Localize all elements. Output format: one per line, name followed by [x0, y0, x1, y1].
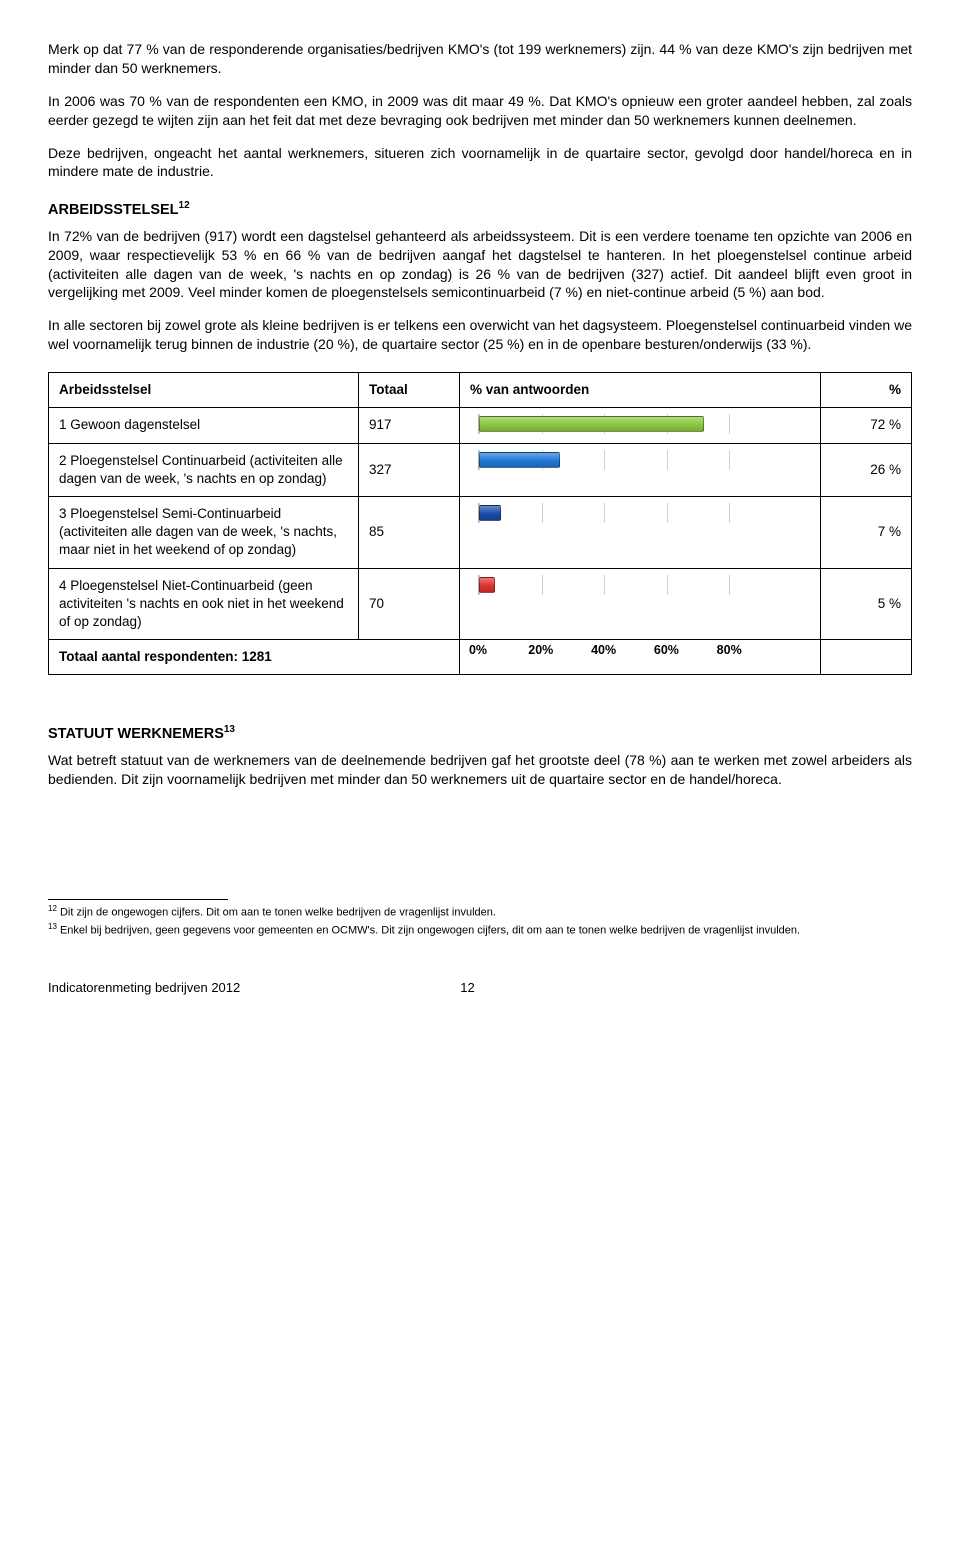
table-header-row: Arbeidsstelsel Totaal % van antwoorden %	[49, 373, 912, 408]
col-header-pct-chart: % van antwoorden	[460, 373, 821, 408]
section-title-statuut: STATUUT WERKNEMERS13	[48, 723, 912, 744]
row-pct: 26 %	[821, 443, 912, 496]
paragraph: Deze bedrijven, ongeacht het aantal werk…	[48, 144, 912, 182]
axis-cell: 0% 20% 40% 60% 80%	[460, 640, 821, 675]
footnote-13: 13 Enkel bij bedrijven, geen gegevens vo…	[48, 922, 912, 939]
table-row: 1 Gewoon dagenstelsel917 72 %	[49, 408, 912, 443]
row-label: 1 Gewoon dagenstelsel	[49, 408, 359, 443]
footer-title: Indicatorenmeting bedrijven 2012	[48, 979, 240, 997]
footnote-ref: 13	[224, 724, 235, 735]
row-bar	[479, 577, 495, 593]
paragraph: Wat betreft statuut van de werknemers va…	[48, 751, 912, 789]
paragraph: In 2006 was 70 % van de respondenten een…	[48, 92, 912, 130]
row-label: 2 Ploegenstelsel Continuarbeid (activite…	[49, 443, 359, 496]
row-totaal: 70	[359, 568, 460, 640]
col-header-totaal: Totaal	[359, 373, 460, 408]
row-bar	[479, 452, 560, 468]
row-pct: 5 %	[821, 568, 912, 640]
axis-tick-label: 80%	[717, 642, 742, 659]
footnotes: 12 Dit zijn de ongewogen cijfers. Dit om…	[48, 899, 912, 939]
footnote-text: Dit zijn de ongewogen cijfers. Dit om aa…	[60, 906, 496, 918]
summary-empty	[821, 640, 912, 675]
table-row: 4 Ploegenstelsel Niet-Continuarbeid (gee…	[49, 568, 912, 640]
axis-tick-label: 20%	[528, 642, 553, 659]
footnote-text: Enkel bij bedrijven, geen gegevens voor …	[60, 925, 800, 937]
row-bar-cell	[460, 496, 821, 568]
row-bar-cell	[460, 408, 821, 443]
footnote-rule	[48, 899, 228, 900]
axis-tick-label: 40%	[591, 642, 616, 659]
section-title-arbeidsstelsel: ARBEIDSSTELSEL12	[48, 199, 912, 220]
arbeidsstelsel-table: Arbeidsstelsel Totaal % van antwoorden %…	[48, 372, 912, 675]
row-bar	[479, 505, 501, 521]
footer-page-number: 12	[460, 979, 474, 997]
row-totaal: 917	[359, 408, 460, 443]
section-title-text: ARBEIDSSTELSEL	[48, 202, 179, 218]
footnote-ref: 12	[179, 200, 190, 211]
table-row: 3 Ploegenstelsel Semi-Continuarbeid (act…	[49, 496, 912, 568]
paragraph: In alle sectoren bij zowel grote als kle…	[48, 316, 912, 354]
axis-tick-label: 60%	[654, 642, 679, 659]
axis-tick-label: 0%	[469, 642, 487, 659]
row-totaal: 327	[359, 443, 460, 496]
row-totaal: 85	[359, 496, 460, 568]
row-label: 4 Ploegenstelsel Niet-Continuarbeid (gee…	[49, 568, 359, 640]
row-pct: 7 %	[821, 496, 912, 568]
row-bar-cell	[460, 443, 821, 496]
paragraph: Merk op dat 77 % van de responderende or…	[48, 40, 912, 78]
col-header-arbeidsstelsel: Arbeidsstelsel	[49, 373, 359, 408]
footnote-12: 12 Dit zijn de ongewogen cijfers. Dit om…	[48, 904, 912, 921]
table-summary-row: Totaal aantal respondenten: 1281 0% 20% 40%…	[49, 640, 912, 675]
row-label: 3 Ploegenstelsel Semi-Continuarbeid (act…	[49, 496, 359, 568]
col-header-pct: %	[821, 373, 912, 408]
row-bar-cell	[460, 568, 821, 640]
page-footer: Indicatorenmeting bedrijven 2012 12	[48, 979, 912, 997]
paragraph: In 72% van de bedrijven (917) wordt een …	[48, 227, 912, 303]
row-bar	[479, 416, 704, 432]
section-title-text: STATUUT WERKNEMERS	[48, 726, 224, 742]
row-pct: 72 %	[821, 408, 912, 443]
summary-label: Totaal aantal respondenten: 1281	[49, 640, 460, 675]
table-row: 2 Ploegenstelsel Continuarbeid (activite…	[49, 443, 912, 496]
